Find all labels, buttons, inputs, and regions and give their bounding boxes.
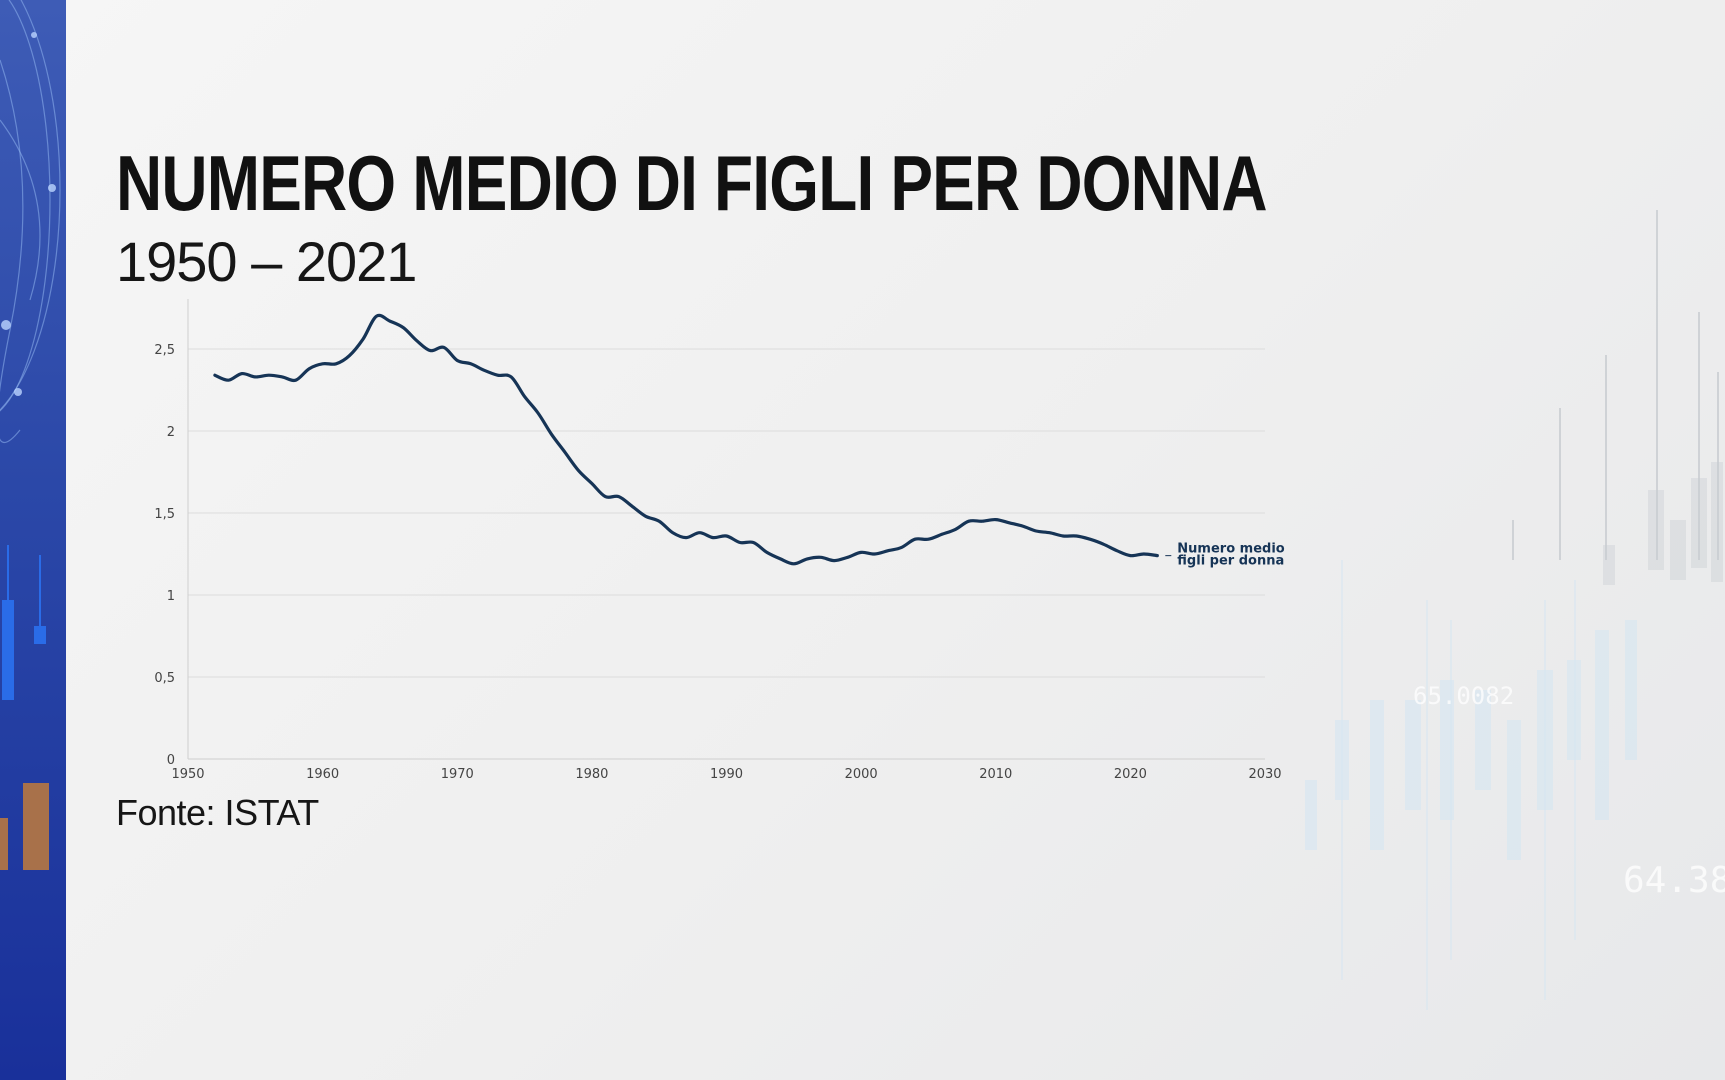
background-candlestick-deco: 65.0082 64.38 xyxy=(1305,210,1725,1010)
left-decorative-band xyxy=(0,0,66,1080)
x-tick-label: 2020 xyxy=(1114,767,1147,782)
x-tick-label: 1980 xyxy=(575,767,608,782)
network-graphic-icon xyxy=(0,0,61,870)
chart-title: NUMERO MEDIO DI FIGLI PER DONNA xyxy=(116,139,1268,227)
y-tick-label: 2 xyxy=(167,425,175,440)
series-label: figli per donna xyxy=(1177,554,1284,569)
x-tick-label: 1950 xyxy=(171,767,204,782)
svg-text:65.0082: 65.0082 xyxy=(1413,682,1514,710)
x-tick-label: 1970 xyxy=(441,767,474,782)
source-note: Fonte: ISTAT xyxy=(116,792,319,833)
x-tick-label: 2030 xyxy=(1248,767,1281,782)
y-tick-label: 1 xyxy=(167,589,175,604)
x-tick-label: 1960 xyxy=(306,767,339,782)
y-tick-label: 1,5 xyxy=(154,507,175,522)
y-tick-label: 2,5 xyxy=(154,343,175,358)
y-tick-label: 0 xyxy=(167,753,175,768)
x-tick-label: 2000 xyxy=(845,767,878,782)
series-label: Numero medio xyxy=(1177,542,1284,557)
svg-text:64.38: 64.38 xyxy=(1623,860,1725,901)
chart-subtitle: 1950 – 2021 xyxy=(116,230,417,293)
x-tick-label: 1990 xyxy=(710,767,743,782)
series-line xyxy=(213,313,1159,566)
y-tick-label: 0,5 xyxy=(154,671,175,686)
x-tick-label: 2010 xyxy=(979,767,1012,782)
